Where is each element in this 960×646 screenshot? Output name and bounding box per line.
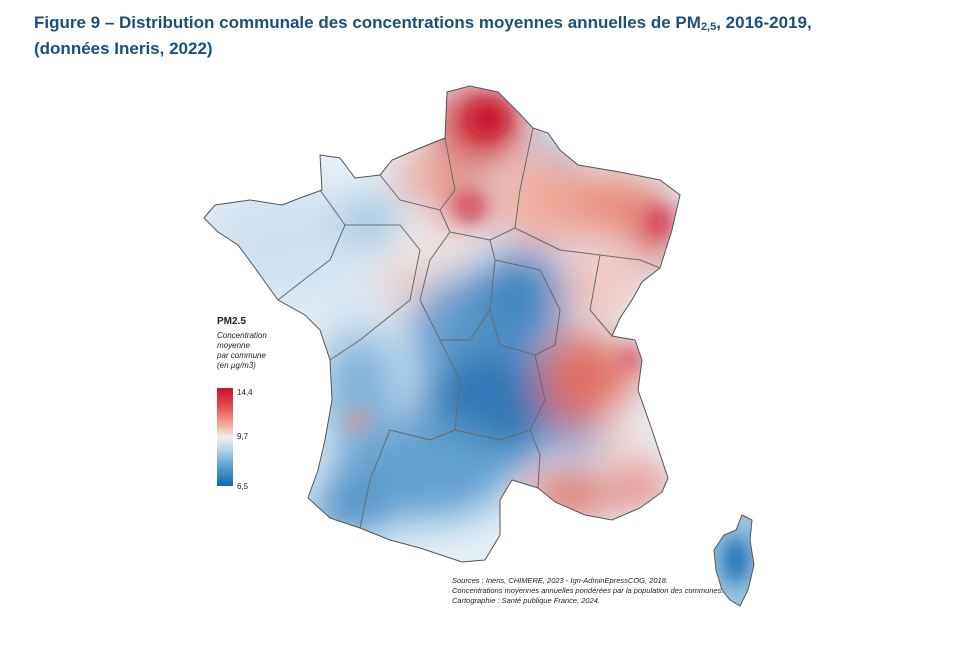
legend-min-label: 6,5	[237, 482, 249, 491]
map-legend: PM2.5 Concentration moyenne par commune …	[217, 316, 297, 491]
legend-desc-line: Concentration	[217, 331, 267, 340]
legend-desc-line: (en µg/m3)	[217, 361, 256, 370]
legend-description: Concentration moyenne par commune (en µg…	[217, 331, 297, 371]
sources-line: Cartographie : Santé publique France, 20…	[452, 596, 601, 605]
title-rest: , 2016-2019,	[716, 13, 812, 32]
sources-note: Sources : Ineris, CHIMERE, 2023 - Ign-Ad…	[452, 576, 723, 606]
title-line2: (données Ineris, 2022)	[34, 39, 213, 58]
figure-title: Figure 9 – Distribution communale des co…	[34, 12, 934, 59]
legend-max-label: 14,4	[237, 388, 253, 397]
title-subscript: 2,5	[700, 21, 717, 33]
sources-line: Sources : Ineris, CHIMERE, 2023 - Ign-Ad…	[452, 576, 668, 585]
legend-color-bar	[217, 388, 233, 486]
sources-line: Concentrations moyennes annuelles pondér…	[452, 586, 724, 595]
title-main: Figure 9 – Distribution communale des co…	[34, 13, 701, 32]
legend-title: PM2.5	[217, 316, 246, 327]
legend-desc-line: moyenne	[217, 341, 250, 350]
legend-mid-label: 9,7	[237, 432, 249, 441]
legend-desc-line: par commune	[217, 351, 266, 360]
